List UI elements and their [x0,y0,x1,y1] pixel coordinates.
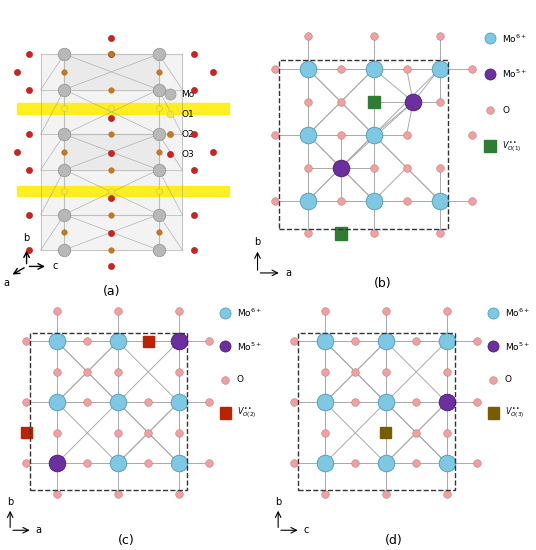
Text: c: c [304,525,309,535]
Bar [31,333,187,490]
Text: Mo: Mo [181,90,195,99]
Text: $V^{\bullet\bullet}_{O(1)}$: $V^{\bullet\bullet}_{O(1)}$ [502,139,522,153]
Polygon shape [64,134,159,214]
Text: b: b [7,497,13,507]
Bar [143,336,154,347]
Text: O1: O1 [181,110,194,119]
Polygon shape [64,214,159,250]
Text: Mo$^{6+}$: Mo$^{6+}$ [502,32,527,45]
Polygon shape [64,54,159,90]
Polygon shape [17,186,229,196]
Text: Mo$^{6+}$: Mo$^{6+}$ [505,307,530,319]
Bar [488,407,499,419]
Polygon shape [41,54,64,250]
Bar [220,407,231,419]
Bar [484,140,496,152]
Text: (c): (c) [117,534,134,547]
Text: Mo$^{5+}$: Mo$^{5+}$ [505,340,530,353]
Polygon shape [159,54,182,250]
Text: a: a [36,525,42,535]
Text: (d): (d) [385,534,403,547]
Bar [299,333,455,490]
Polygon shape [64,134,159,170]
Text: O: O [502,106,509,115]
Bar [368,96,380,108]
Text: c: c [53,261,58,271]
Bar [279,60,448,229]
Text: (a): (a) [103,285,120,298]
Text: O2: O2 [181,130,193,139]
Text: b: b [24,233,29,243]
Text: (b): (b) [374,277,391,290]
Bar [380,427,391,438]
Text: O: O [237,375,244,384]
Text: a: a [4,278,10,288]
Text: O3: O3 [181,150,194,159]
Text: b: b [275,497,281,507]
Text: a: a [285,268,291,278]
Polygon shape [17,103,229,114]
Bar [21,427,32,438]
Text: $V^{\bullet\bullet}_{O(3)}$: $V^{\bullet\bullet}_{O(3)}$ [505,405,524,420]
Text: $V^{\bullet\bullet}_{O(2)}$: $V^{\bullet\bullet}_{O(2)}$ [237,405,256,420]
Text: O: O [505,375,512,384]
Text: Mo$^{6+}$: Mo$^{6+}$ [237,307,262,319]
Bar [334,227,347,240]
Text: b: b [255,237,260,248]
Polygon shape [64,54,159,134]
Text: Mo$^{5+}$: Mo$^{5+}$ [502,68,527,80]
Text: Mo$^{5+}$: Mo$^{5+}$ [237,340,262,353]
